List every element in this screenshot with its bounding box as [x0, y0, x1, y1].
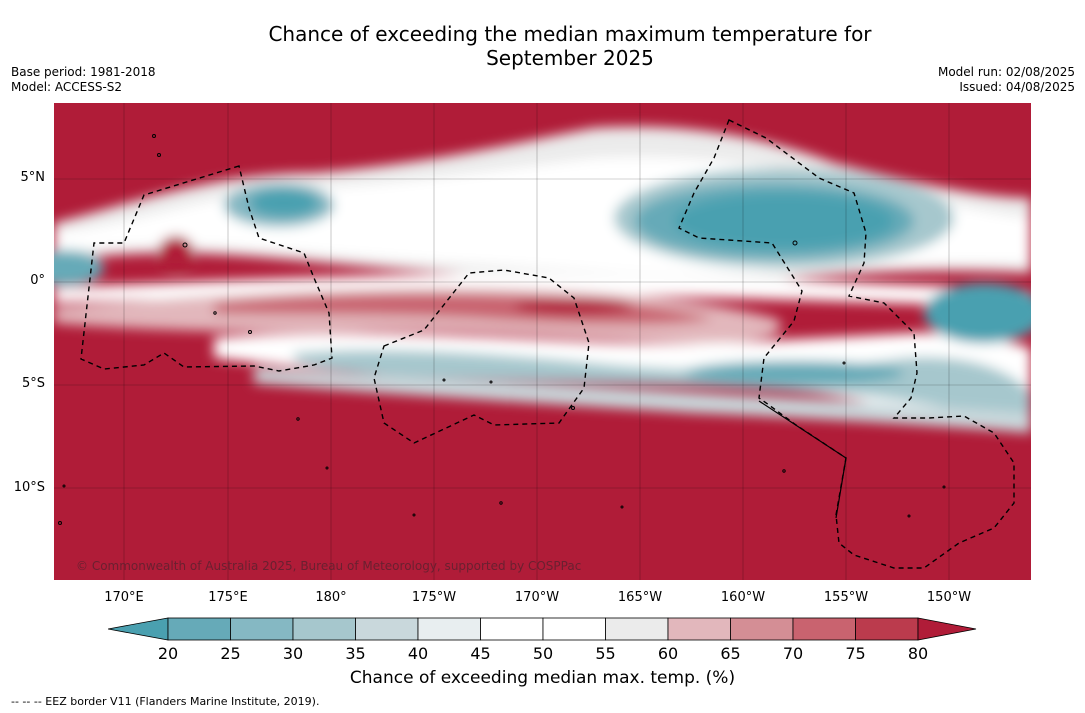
- x-tick-170e: 170°E: [104, 590, 144, 605]
- x-tick-165w: 165°W: [617, 590, 663, 605]
- territory-border: [758, 400, 847, 519]
- x-tick-155w: 155°W: [823, 590, 869, 605]
- colorbar-label-55: 55: [595, 644, 616, 663]
- colorbar-swatch-1: [230, 617, 294, 641]
- graticule: [54, 103, 1031, 580]
- colorbar-label-75: 75: [845, 644, 866, 663]
- issued-date: Issued: 04/08/2025: [959, 80, 1075, 94]
- y-tick-0: 0°: [30, 273, 45, 288]
- colorbar-swatch-0: [167, 617, 231, 641]
- colorbar-swatch-7: [605, 617, 669, 641]
- title-line-2: September 2025: [486, 46, 654, 70]
- colorbar-label-45: 45: [470, 644, 491, 663]
- eez-legend-note: -- -- -- EEZ border V11 (Flanders Marine…: [11, 695, 320, 708]
- colorbar-swatch-11: [855, 617, 919, 641]
- forecast-map: [54, 103, 1031, 580]
- y-tick-5s: 5°S: [21, 376, 45, 391]
- model-run: Model run: 02/08/2025: [937, 65, 1075, 79]
- colorbar-swatch-9: [730, 617, 794, 641]
- colorbar-swatch-3: [355, 617, 419, 641]
- colorbar-label-35: 35: [345, 644, 366, 663]
- colorbar-label-80: 80: [907, 644, 929, 663]
- colorbar-label-60: 60: [657, 644, 679, 663]
- x-tick-160w: 160°W: [720, 590, 766, 605]
- colorbar-label-30: 30: [282, 644, 304, 663]
- x-tick-175e: 175°E: [208, 590, 248, 605]
- x-tick-175w: 175°W: [411, 590, 457, 605]
- colorbar-label-20: 20: [157, 644, 179, 663]
- x-tick-150w: 150°W: [926, 590, 972, 605]
- eez-borders: [80, 119, 1015, 569]
- colorbar-swatch-10: [792, 617, 856, 641]
- base-period: Base period: 1981-2018: [11, 65, 156, 79]
- colorbar-label-50: 50: [532, 644, 554, 663]
- probability-field: [54, 126, 1031, 433]
- y-tick-10s: 10°S: [13, 480, 45, 495]
- colorbar-label-70: 70: [782, 644, 804, 663]
- colorbar-swatch-2: [292, 617, 356, 641]
- colorbar-swatch-6: [542, 617, 606, 641]
- model-name: Model: ACCESS-S2: [11, 80, 123, 94]
- colorbar-label-25: 25: [220, 644, 241, 663]
- map-title: Chance of exceeding the median maximum t…: [0, 22, 1085, 70]
- title-line-1: Chance of exceeding the median maximum t…: [268, 22, 872, 46]
- colorbar-swatch-4: [417, 617, 481, 641]
- base-period-info: Base period: 1981-2018 Model: ACCESS-S2: [11, 65, 156, 95]
- x-tick-180: 180°: [315, 590, 347, 605]
- colorbar-swatch-8: [667, 617, 731, 641]
- copyright-notice: © Commonwealth of Australia 2025, Bureau…: [76, 559, 582, 573]
- colorbar: [108, 617, 977, 641]
- run-info: Model run: 02/08/2025 Issued: 04/08/2025: [938, 65, 1075, 95]
- colorbar-label-40: 40: [407, 644, 429, 663]
- colorbar-swatch-5: [480, 617, 544, 641]
- islands: [58, 134, 946, 525]
- colorbar-extend-low: [108, 617, 169, 641]
- colorbar-label-65: 65: [720, 644, 741, 663]
- colorbar-extend-high: [917, 617, 977, 641]
- y-tick-5n: 5°N: [20, 170, 46, 185]
- x-tick-170w: 170°W: [514, 590, 560, 605]
- colorbar-title: Chance of exceeding median max. temp. (%…: [349, 668, 736, 688]
